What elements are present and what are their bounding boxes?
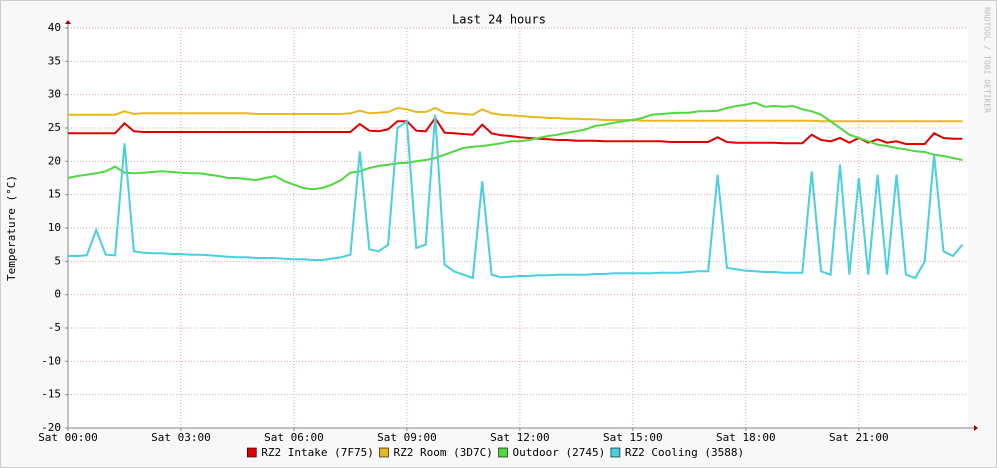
x-tick-label: Sat 15:00: [603, 431, 663, 444]
legend-swatch: [247, 447, 257, 458]
series-line: [68, 116, 963, 145]
chart-title: Last 24 hours: [452, 13, 546, 27]
legend-label: RZ2 Room (3D7C): [394, 446, 493, 459]
y-tick-label: 30: [48, 88, 61, 101]
series-line: [68, 114, 964, 280]
legend-label: RZ2 Cooling (3588): [625, 446, 744, 459]
y-tick-label: -15: [41, 388, 61, 401]
grid: [65, 20, 978, 431]
y-tick-label: 10: [48, 221, 61, 234]
x-tick-label: Sat 12:00: [490, 431, 550, 444]
y-axis-label: Temperature (°C): [5, 175, 18, 281]
y-tick-label: 40: [48, 21, 61, 34]
legend: RZ2 Intake (7F75) RZ2 Room (3D7C) Outdoor …: [247, 446, 744, 459]
legend-swatch: [610, 447, 621, 458]
y-tick-label: 20: [48, 154, 61, 167]
legend-label: Outdoor (2745): [513, 446, 606, 459]
x-tick-label: Sat 03:00: [151, 431, 211, 444]
y-tick-label: 0: [54, 288, 61, 301]
y-tick-label: 35: [48, 54, 61, 67]
legend-swatch: [379, 447, 389, 458]
x-tick-label: Sat 00:00: [38, 431, 98, 444]
x-tick-label: Sat 09:00: [377, 431, 437, 444]
watermark: RRDTOOL / TOBI OETIKER: [983, 7, 992, 113]
series-line: [68, 106, 963, 123]
x-tick-label: Sat 18:00: [716, 431, 776, 444]
y-arrow: [65, 20, 71, 24]
x-tick-label: Sat 21:00: [829, 431, 889, 444]
y-tick-label: 15: [48, 188, 61, 201]
y-tick-label: -5: [48, 321, 61, 334]
legend-label: RZ2 Intake (7F75): [261, 446, 374, 459]
x-tick-label: Sat 06:00: [264, 431, 324, 444]
y-tick-label: -10: [41, 354, 61, 367]
y-tick-label: 25: [48, 121, 61, 134]
x-arrow: [974, 425, 978, 431]
y-tick-label: 5: [54, 254, 61, 267]
lines: [67, 101, 964, 280]
y-tick-label: -20: [41, 421, 61, 434]
legend-swatch: [498, 447, 508, 458]
series-line: [67, 101, 963, 191]
